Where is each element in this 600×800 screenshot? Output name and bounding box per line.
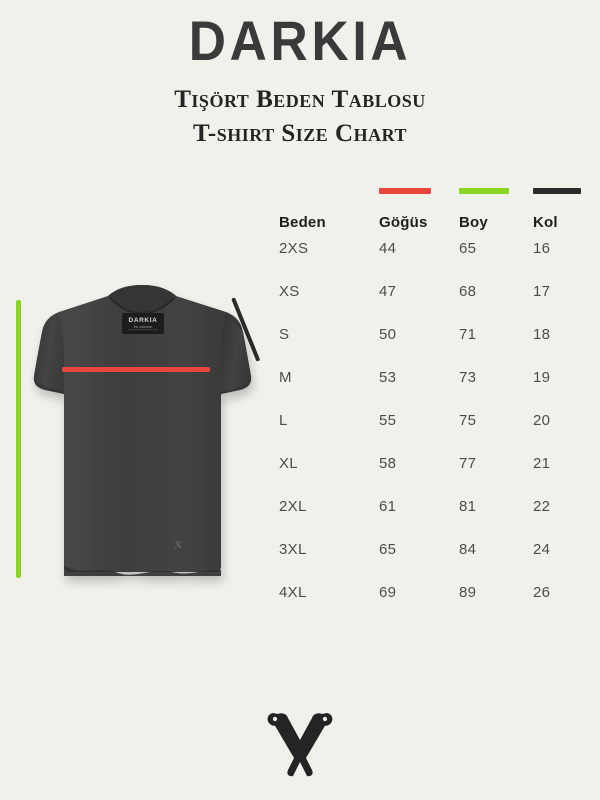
header-sleeve: Kol <box>533 214 558 231</box>
darkia-x-monogram-icon <box>258 700 342 784</box>
cell-length: 75 <box>459 412 477 429</box>
cell-chest: 65 <box>379 541 397 558</box>
cell-length: 89 <box>459 584 477 601</box>
cell-chest: 61 <box>379 498 397 515</box>
tshirt-illustration: DARKIA the collection X <box>30 280 255 580</box>
header-size: Beden <box>279 214 326 231</box>
table-row: 2XL 61 81 22 <box>275 498 585 541</box>
cell-chest: 50 <box>379 326 397 343</box>
subtitle-english: T-shirt Size Chart <box>193 120 407 147</box>
cell-sleeve: 17 <box>533 283 551 300</box>
table-header-row: Beden Göğüs Boy Kol <box>275 188 585 240</box>
cell-sleeve: 26 <box>533 584 551 601</box>
cell-size: 4XL <box>279 584 307 601</box>
cell-length: 68 <box>459 283 477 300</box>
hem-x-mark: X <box>174 539 182 551</box>
size-table: Beden Göğüs Boy Kol 2XS 44 65 16 XS 47 6… <box>275 188 585 627</box>
cell-sleeve: 19 <box>533 369 551 386</box>
svg-text:DARKIA: DARKIA <box>129 317 158 324</box>
cell-sleeve: 24 <box>533 541 551 558</box>
brand-logo-wordmark: DARKIA <box>188 9 412 72</box>
cell-length: 71 <box>459 326 477 343</box>
neck-label: DARKIA the collection <box>122 313 164 334</box>
table-row: M 53 73 19 <box>275 369 585 412</box>
cell-chest: 53 <box>379 369 397 386</box>
subtitle-turkish: Tişört Beden Tablosu <box>174 86 426 113</box>
svg-text:the collection: the collection <box>134 325 153 329</box>
cell-sleeve: 16 <box>533 240 551 257</box>
cell-chest: 47 <box>379 283 397 300</box>
sleeve-accent-bar <box>533 188 581 194</box>
table-row: XS 47 68 17 <box>275 283 585 326</box>
table-row: 2XS 44 65 16 <box>275 240 585 283</box>
table-row: 3XL 65 84 24 <box>275 541 585 584</box>
cell-chest: 69 <box>379 584 397 601</box>
length-accent-bar <box>459 188 509 194</box>
chest-accent-bar <box>379 188 431 194</box>
cell-chest: 58 <box>379 455 397 472</box>
table-row: XL 58 77 21 <box>275 455 585 498</box>
cell-sleeve: 22 <box>533 498 551 515</box>
header-chest: Göğüs <box>379 214 428 231</box>
cell-length: 84 <box>459 541 477 558</box>
cell-length: 77 <box>459 455 477 472</box>
cell-size: 3XL <box>279 541 307 558</box>
cell-sleeve: 20 <box>533 412 551 429</box>
table-row: 4XL 69 89 26 <box>275 584 585 627</box>
cell-size: XS <box>279 283 300 300</box>
cell-size: 2XL <box>279 498 307 515</box>
cell-size: 2XS <box>279 240 309 257</box>
cell-size: S <box>279 326 290 343</box>
cell-length: 65 <box>459 240 477 257</box>
cell-size: XL <box>279 455 298 472</box>
cell-length: 73 <box>459 369 477 386</box>
length-measure-line-icon <box>16 300 21 578</box>
cell-chest: 44 <box>379 240 397 257</box>
chest-measure-line-icon <box>62 367 210 372</box>
cell-size: M <box>279 369 292 386</box>
header-length: Boy <box>459 214 488 231</box>
cell-sleeve: 21 <box>533 455 551 472</box>
cell-sleeve: 18 <box>533 326 551 343</box>
table-row: S 50 71 18 <box>275 326 585 369</box>
table-row: L 55 75 20 <box>275 412 585 455</box>
cell-size: L <box>279 412 288 429</box>
cell-length: 81 <box>459 498 477 515</box>
cell-chest: 55 <box>379 412 397 429</box>
